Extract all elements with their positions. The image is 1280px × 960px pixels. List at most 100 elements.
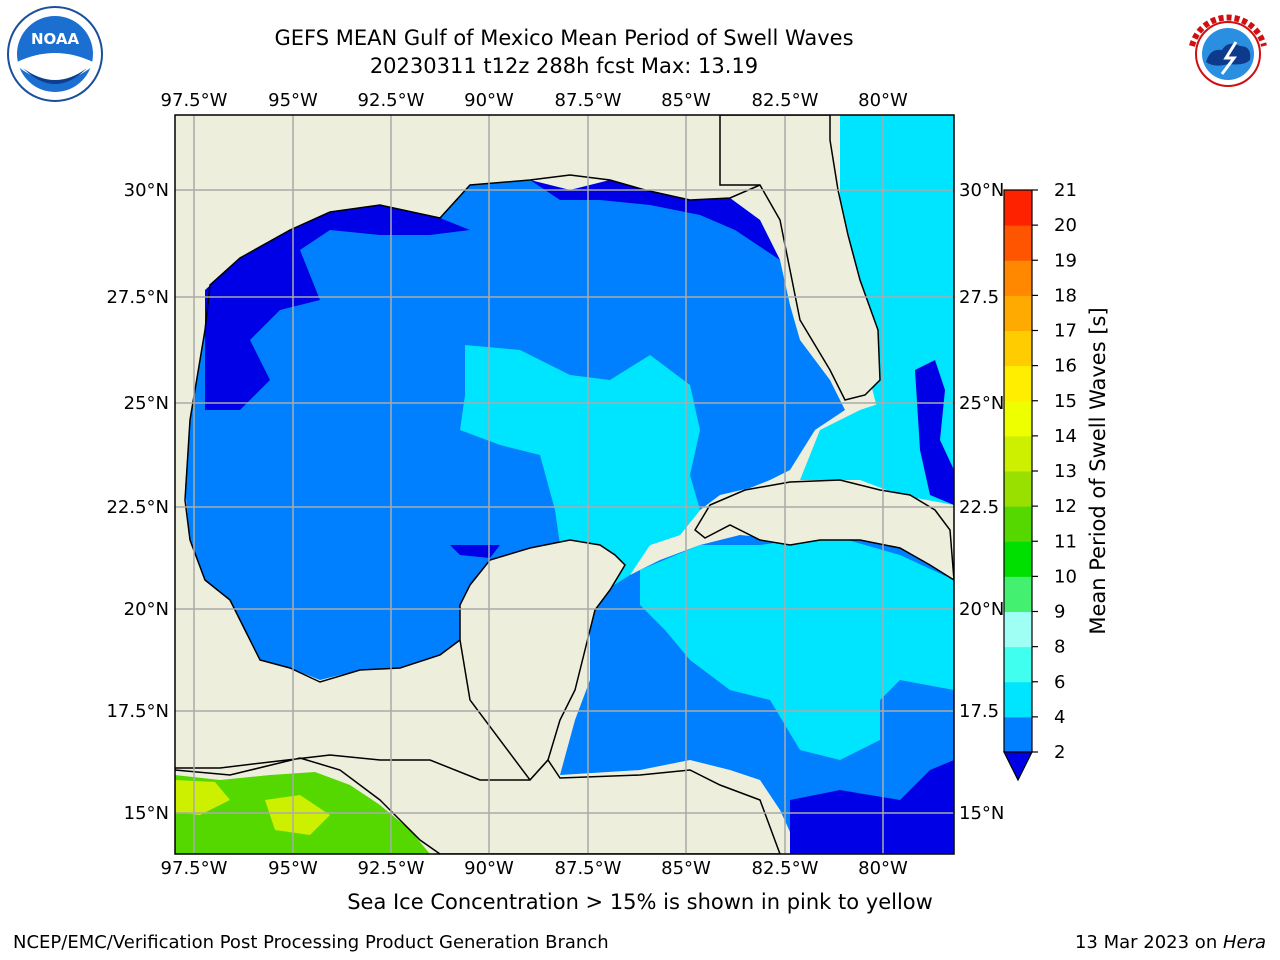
lat-label: 17.5 xyxy=(959,701,999,722)
gulf-ne-band xyxy=(530,180,780,260)
lon-label: 80°W xyxy=(858,90,908,111)
colorbar-tick-label: 8 xyxy=(1054,637,1065,658)
colorbar-segment xyxy=(1004,435,1032,472)
colorbar-label: Mean Period of Swell Waves [s] xyxy=(1086,307,1110,634)
colorbar-segment xyxy=(1004,260,1032,296)
lon-label: 92.5°W xyxy=(358,90,425,111)
lon-label: 82.5°W xyxy=(752,90,819,111)
lat-labels-right: 30°N 27.5 25°N 22.5 20°N 17.5 15°N xyxy=(959,180,1004,824)
cuba-island xyxy=(694,479,954,581)
nws-logo xyxy=(1178,4,1278,108)
footer-date: 13 Mar 2023 on Hera xyxy=(1075,932,1266,953)
noaa-logo: NOAA xyxy=(5,4,105,108)
colorbar-segment xyxy=(1004,506,1032,542)
colorbar-tick-label: 6 xyxy=(1054,672,1065,693)
lon-labels-bottom: 97.5°W 95°W 92.5°W 90°W 87.5°W 85°W 82.5… xyxy=(161,858,908,879)
lat-labels-left: 30°N 27.5°N 25°N 22.5°N 20°N 17.5°N 15°N xyxy=(106,180,169,824)
colorbar-tick-label: 20 xyxy=(1054,215,1077,236)
colorbar-segment xyxy=(1004,716,1032,753)
colorbar-segment xyxy=(1004,471,1032,507)
colorbar-segment xyxy=(1004,646,1032,683)
gulf-nw-band xyxy=(205,205,470,410)
colorbar-tick-label: 12 xyxy=(1054,496,1077,517)
caribbean-cyan-field xyxy=(640,535,954,760)
lat-label: 25°N xyxy=(124,393,169,414)
colorbar-segment xyxy=(1004,400,1032,437)
lon-label: 92.5°W xyxy=(358,858,425,879)
florida-straits-field xyxy=(800,400,954,505)
pacific-yellow-patch-2 xyxy=(265,795,330,835)
colorbar-extend-arrow xyxy=(1003,751,1033,782)
lat-label: 20°N xyxy=(124,599,169,620)
lat-label: 15°N xyxy=(124,803,169,824)
colorbar-tick-label: 16 xyxy=(1054,356,1077,377)
lon-label: 82.5°W xyxy=(752,858,819,879)
footer-machine: Hera xyxy=(1222,932,1266,953)
colorbar-tick-label: 21 xyxy=(1054,180,1077,201)
map-area xyxy=(175,115,954,854)
colorbar-tick-label: 18 xyxy=(1054,285,1077,306)
lat-label: 30°N xyxy=(124,180,169,201)
graticule xyxy=(175,115,954,854)
colorbar-tick-label: 15 xyxy=(1054,391,1077,412)
lon-label: 85°W xyxy=(661,858,711,879)
pacific-yellow-patch xyxy=(175,780,230,815)
caribbean-deep-patch xyxy=(790,760,954,854)
colorbar-segment xyxy=(1004,576,1032,612)
colorbar-tick-label: 10 xyxy=(1054,566,1077,587)
map-frame xyxy=(174,114,955,855)
lat-label: 20°N xyxy=(959,599,1004,620)
lon-label: 87.5°W xyxy=(555,90,622,111)
central-america xyxy=(175,754,781,854)
lat-label: 27.5°N xyxy=(106,287,169,308)
lon-label: 85°W xyxy=(661,90,711,111)
colorbar-segment xyxy=(1004,681,1032,718)
lon-label: 87.5°W xyxy=(555,858,622,879)
lon-label: 97.5°W xyxy=(161,90,228,111)
colorbar-segment xyxy=(1004,541,1032,577)
chart-subtitle: 20230311 t12z 288h fcst Max: 13.19 xyxy=(369,54,759,78)
footer-credit: NCEP/EMC/Verification Post Processing Pr… xyxy=(13,932,609,953)
colorbar-tick-label: 2 xyxy=(1054,742,1065,763)
lon-label: 95°W xyxy=(268,858,318,879)
atlantic-deep-band xyxy=(915,360,954,505)
yucatan-swell-tongue xyxy=(460,345,700,600)
colorbar-tick-label: 19 xyxy=(1054,250,1077,271)
chart-title: GEFS MEAN Gulf of Mexico Mean Period of … xyxy=(274,26,854,50)
colorbar-segment xyxy=(1004,225,1032,261)
colorbar-tick-label: 13 xyxy=(1054,461,1077,482)
colorbar-tick-label: 11 xyxy=(1054,531,1077,552)
lon-labels-top: 97.5°W 95°W 92.5°W 90°W 87.5°W 85°W 82.5… xyxy=(161,90,908,111)
footer-date-text: 13 Mar 2023 on xyxy=(1074,932,1223,953)
lat-label: 22.5 xyxy=(959,497,999,518)
lon-label: 90°W xyxy=(464,90,514,111)
lat-label: 25°N xyxy=(959,393,1004,414)
colorbar-tick-label: 17 xyxy=(1054,321,1077,342)
lon-label: 95°W xyxy=(268,90,318,111)
colorbar-segment xyxy=(1004,611,1032,648)
yucatan-peninsula xyxy=(459,539,626,782)
colorbar-segment xyxy=(1004,190,1032,226)
lat-label: 15°N xyxy=(959,803,1004,824)
lat-label: 17.5°N xyxy=(106,701,169,722)
lat-label: 22.5°N xyxy=(106,497,169,518)
lon-label: 97.5°W xyxy=(161,858,228,879)
colorbar-segment xyxy=(1004,365,1032,402)
colorbar-tick-label: 14 xyxy=(1054,426,1077,447)
sea-ice-note: Sea Ice Concentration > 15% is shown in … xyxy=(347,890,933,914)
us-gulf-coastline xyxy=(184,174,761,501)
lon-label: 80°W xyxy=(858,858,908,879)
colorbar-tick-label: 4 xyxy=(1054,707,1065,728)
lat-label: 27.5 xyxy=(959,287,999,308)
colorbar: 2 4 6 8 9 10 11 12 13 14 15 16 17 18 19 20 21 xyxy=(1003,180,1077,782)
lon-label: 90°W xyxy=(464,858,514,879)
florida-peninsula xyxy=(719,115,881,401)
lat-label: 30°N xyxy=(959,180,1004,201)
svg-text:NOAA: NOAA xyxy=(31,30,80,48)
colorbar-tick-label: 9 xyxy=(1054,602,1065,623)
colorbar-segment xyxy=(1004,330,1032,367)
colorbar-segment xyxy=(1004,295,1032,331)
gulf-south-band xyxy=(450,545,500,558)
mexico-gulf-coastline xyxy=(184,499,461,683)
